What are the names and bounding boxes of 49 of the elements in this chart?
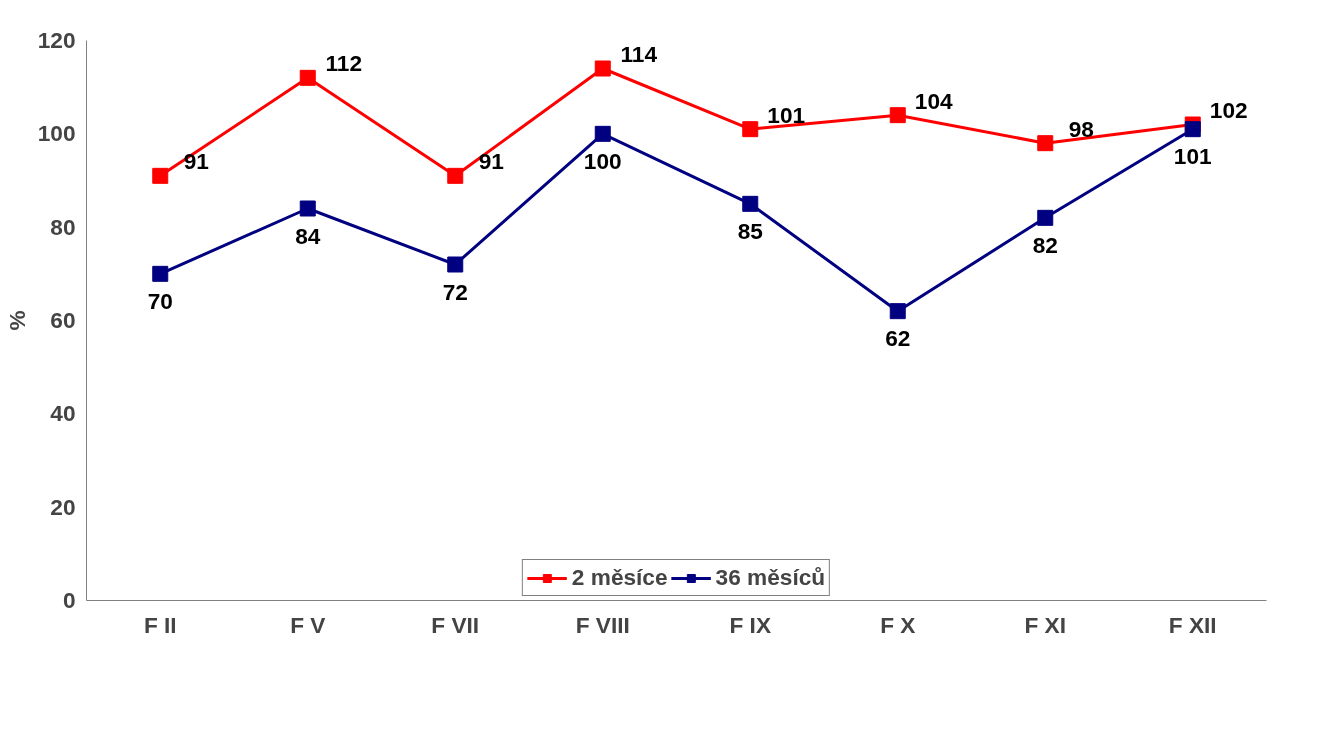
data-label: 102 xyxy=(1209,97,1248,123)
point xyxy=(742,121,759,138)
y-tick-label: 100 xyxy=(37,120,76,147)
data-label: 85 xyxy=(737,217,763,244)
point xyxy=(742,195,759,212)
y-tick-label: 20 xyxy=(50,493,76,520)
point xyxy=(889,107,906,124)
data-label: 100 xyxy=(583,147,622,174)
point xyxy=(299,69,316,86)
y-tick-label: 40 xyxy=(50,400,76,427)
x-tick-label: F VIII xyxy=(575,611,630,638)
data-label: 91 xyxy=(478,148,504,175)
data-label: 72 xyxy=(442,278,468,305)
data-label: 98 xyxy=(1068,115,1094,142)
x-tick-label: F IX xyxy=(729,611,772,638)
point xyxy=(889,303,906,320)
y-tick-label: 60 xyxy=(50,307,76,333)
point xyxy=(1037,209,1054,226)
data-label: 70 xyxy=(147,287,173,314)
data-label: 104 xyxy=(914,87,954,114)
data-label: 114 xyxy=(620,41,658,67)
data-label: 101 xyxy=(1173,143,1212,170)
point xyxy=(594,60,611,77)
y-tick-label: 0 xyxy=(62,587,76,613)
point xyxy=(1037,135,1054,152)
data-label: 112 xyxy=(325,50,363,77)
x-tick-label: F VII xyxy=(431,611,480,638)
point xyxy=(594,125,611,142)
data-label: 62 xyxy=(885,325,911,352)
point xyxy=(299,200,316,217)
data-label: 101 xyxy=(767,101,806,128)
point xyxy=(1184,121,1201,138)
y-tick-label: 80 xyxy=(50,213,76,240)
data-label: 84 xyxy=(295,222,321,249)
point xyxy=(152,167,169,184)
x-tick-label: F XI xyxy=(1024,611,1067,638)
point xyxy=(447,256,464,273)
x-tick-label: F XII xyxy=(1168,611,1217,638)
x-tick-label: F II xyxy=(143,611,177,638)
data-label: 91 xyxy=(183,148,209,175)
x-tick-label: F V xyxy=(290,611,326,638)
y-axis-title: % xyxy=(3,310,30,331)
x-tick-label: F X xyxy=(880,611,916,638)
point xyxy=(152,265,169,282)
legend-label: 2 měsíce xyxy=(571,564,668,591)
point xyxy=(447,167,464,184)
y-tick-label: 120 xyxy=(37,27,76,53)
legend-label: 36 měsíců xyxy=(715,564,826,591)
data-label: 82 xyxy=(1032,231,1058,258)
